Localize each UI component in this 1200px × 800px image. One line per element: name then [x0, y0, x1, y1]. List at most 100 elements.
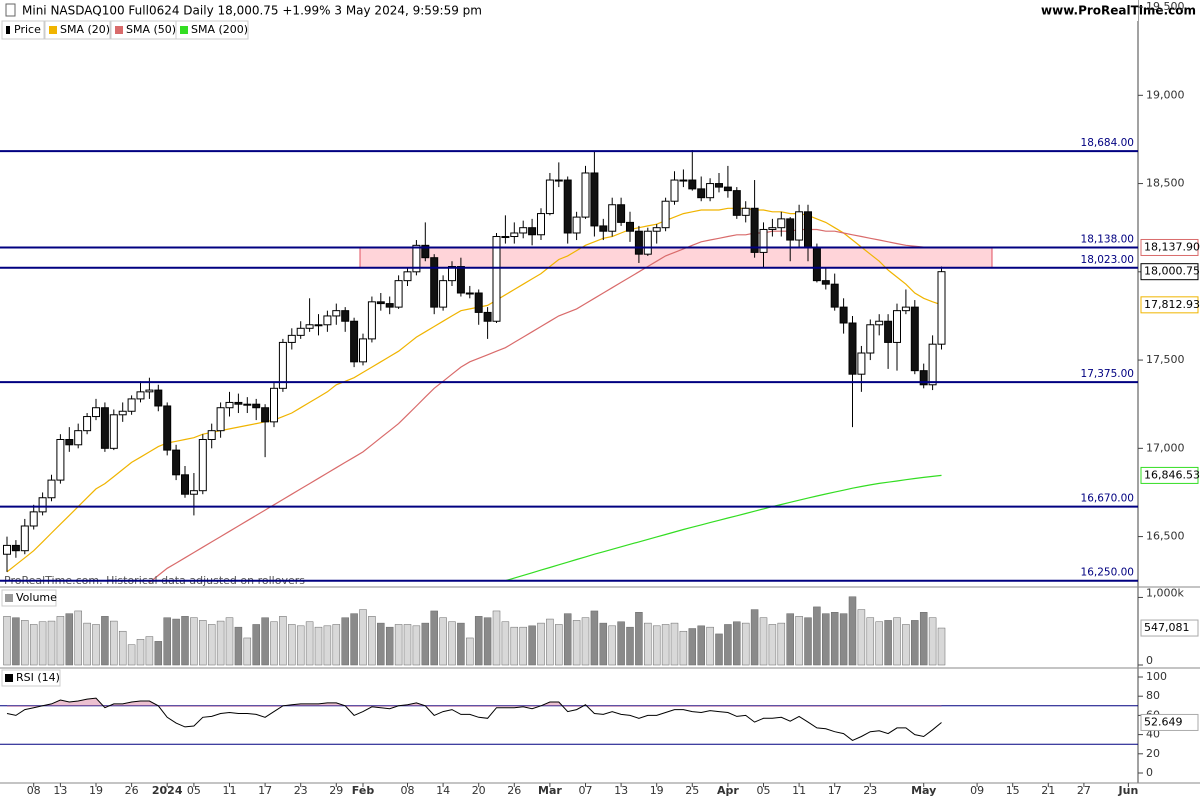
candle-body [29, 511, 38, 527]
volume-bar [207, 624, 216, 666]
rsi-overbought-fill [7, 698, 942, 707]
volume-bar [937, 627, 946, 666]
candle-body [278, 341, 287, 389]
candle-body [323, 315, 332, 326]
candle-body [448, 266, 456, 282]
volume-bar [528, 625, 536, 666]
last-value-box [1140, 619, 1199, 637]
volume-bar [359, 609, 367, 666]
candle-body [20, 525, 29, 552]
volume-bar [145, 636, 154, 666]
volume-bar [234, 626, 243, 666]
x-tick-label: 23 [863, 784, 877, 797]
volume-bar [225, 617, 234, 666]
volume-bar [679, 630, 688, 666]
x-tick-label: 20 [472, 784, 486, 797]
x-tick-label: 15 [1006, 784, 1020, 797]
legend-label: SMA (50) [126, 23, 176, 36]
candle-body [626, 221, 634, 232]
volume-bar [519, 626, 527, 666]
panel-swatch [5, 674, 13, 682]
candle-body [465, 292, 474, 295]
volume-bar [572, 620, 581, 666]
candle-body [528, 227, 537, 236]
last-value-label: 18,000.75 [1144, 265, 1200, 278]
candle-body [225, 401, 234, 409]
volume-bar [83, 622, 91, 666]
volume-bar [412, 625, 421, 666]
volume-bar [430, 610, 438, 666]
volume-bar [599, 622, 608, 666]
x-tick-label: 08 [27, 784, 41, 797]
candle-body [421, 244, 430, 259]
candle-body [590, 172, 599, 227]
volume-bar [768, 624, 777, 666]
volume-bar [555, 624, 563, 666]
candle-body [118, 410, 127, 416]
x-tick-label: 05 [187, 784, 201, 797]
volume-bar [893, 617, 901, 666]
legend-item[interactable] [44, 20, 111, 40]
volume-bar [777, 622, 786, 666]
volume-bar [661, 624, 670, 666]
candle-body [483, 311, 492, 322]
volume-bar [3, 616, 11, 666]
candle-body [768, 227, 777, 230]
header-title: Mini NASDAQ100 Full0624 Daily 18,000.75 … [22, 4, 482, 18]
volume-bar [474, 616, 483, 666]
volume-bar [466, 637, 474, 666]
candle-body [572, 216, 581, 234]
volume-bar [350, 613, 358, 666]
candle-body [937, 271, 946, 345]
legend-item[interactable] [175, 20, 249, 40]
legend-item[interactable] [1, 20, 45, 40]
volume-bar [101, 616, 109, 666]
x-tick-label: 13 [53, 784, 67, 797]
candle-body [928, 343, 937, 386]
candle-body [198, 439, 207, 492]
candle-body [252, 403, 261, 409]
volume-bar [839, 613, 848, 666]
candle-body [189, 490, 198, 495]
y-tick-label: 17,000 [1146, 441, 1185, 454]
candle-body [154, 389, 163, 407]
y-tick-label: 19,500 [1146, 0, 1185, 13]
x-tick-label: 17 [258, 784, 272, 797]
candle-body [11, 544, 20, 552]
x-tick-label: 14 [436, 784, 450, 797]
candle-body [581, 172, 590, 218]
volume-bar [92, 624, 100, 666]
candle-body [136, 391, 145, 400]
volume-bar [830, 612, 839, 666]
volume-bar [866, 617, 875, 666]
volume-bar [118, 630, 127, 666]
legend-swatch [6, 26, 10, 34]
volume-bar [750, 609, 759, 666]
candle-body [723, 186, 732, 192]
volume-bar [928, 617, 937, 666]
volume-bar [670, 622, 679, 666]
last-value-label: 16,846.53 [1144, 468, 1200, 481]
volume-bar [635, 612, 643, 666]
volume-bar [181, 616, 189, 666]
x-tick-label: 26 [507, 784, 521, 797]
last-value-box [1140, 263, 1199, 281]
volume-bar [786, 613, 794, 666]
last-value-label: 52.649 [1144, 715, 1183, 728]
x-tick-label: 17 [828, 784, 842, 797]
candle-body [403, 271, 412, 282]
candle-body [661, 200, 670, 229]
x-tick-label: 23 [294, 784, 308, 797]
last-value-box [1140, 713, 1199, 731]
candle-body [821, 280, 830, 285]
candle-body [367, 301, 376, 340]
rsi-line [6, 697, 942, 741]
volume-bar [733, 621, 741, 666]
candle-body [270, 387, 278, 423]
volume-bar [741, 622, 750, 666]
volume-bar [368, 616, 376, 666]
panel-title-box [1, 589, 57, 607]
level-label: 18,684.00 [1081, 137, 1134, 149]
candle-body [127, 398, 136, 412]
